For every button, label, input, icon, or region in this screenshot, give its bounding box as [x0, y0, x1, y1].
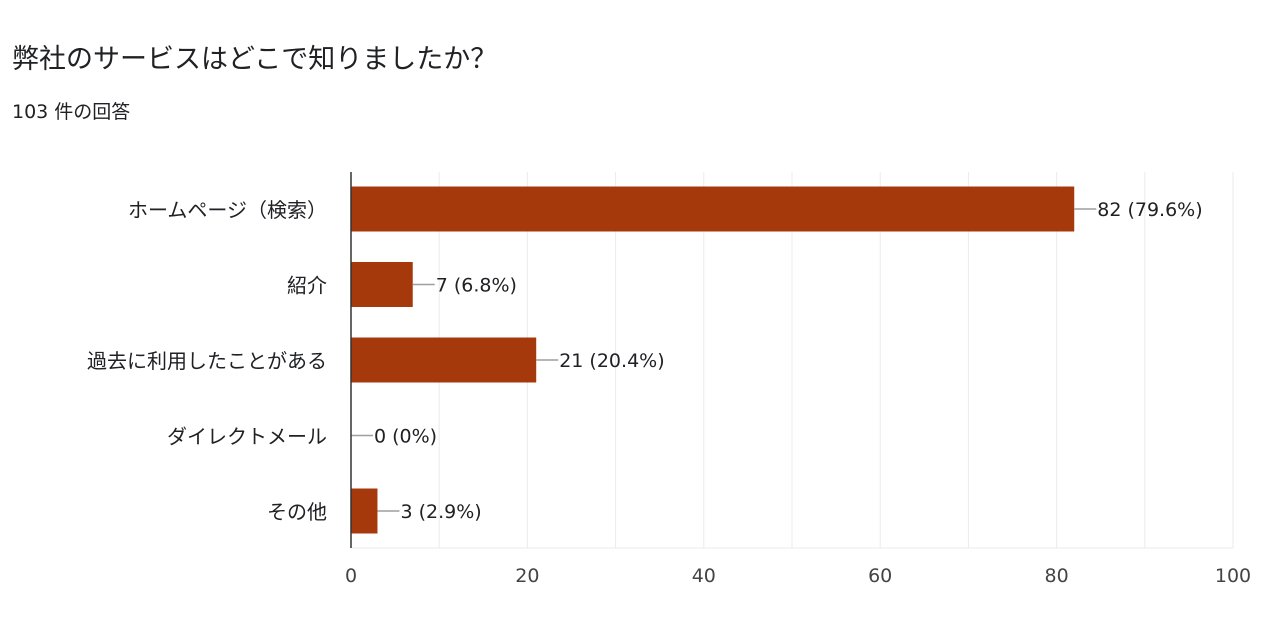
chart-title: 弊社のサービスはどこで知りましたか？ — [12, 44, 498, 75]
data-label: 0 (0%) — [374, 426, 437, 448]
x-tick-label: 80 — [1045, 565, 1069, 587]
bar — [351, 262, 413, 307]
x-tick-label: 40 — [692, 565, 716, 587]
category-label: ダイレクトメール — [167, 425, 327, 449]
category-label: ホームページ（検索） — [128, 198, 327, 222]
data-label: 7 (6.8%) — [436, 275, 517, 297]
x-tick-label: 100 — [1215, 565, 1251, 587]
bar — [351, 337, 537, 383]
category-label: 紹介 — [287, 274, 327, 298]
response-count: 103 件の回答 — [12, 101, 131, 123]
data-label: 3 (2.9%) — [400, 501, 481, 523]
data-label: 21 (20.4%) — [559, 350, 664, 372]
x-tick-label: 0 — [345, 565, 357, 587]
category-label: 過去に利用したことがある — [87, 349, 327, 373]
data-label: 82 (79.6%) — [1097, 199, 1202, 221]
bar — [351, 488, 378, 534]
x-tick-label: 20 — [515, 565, 539, 587]
bar — [351, 186, 1075, 232]
x-tick-label: 60 — [868, 565, 892, 587]
category-label: その他 — [267, 500, 327, 524]
